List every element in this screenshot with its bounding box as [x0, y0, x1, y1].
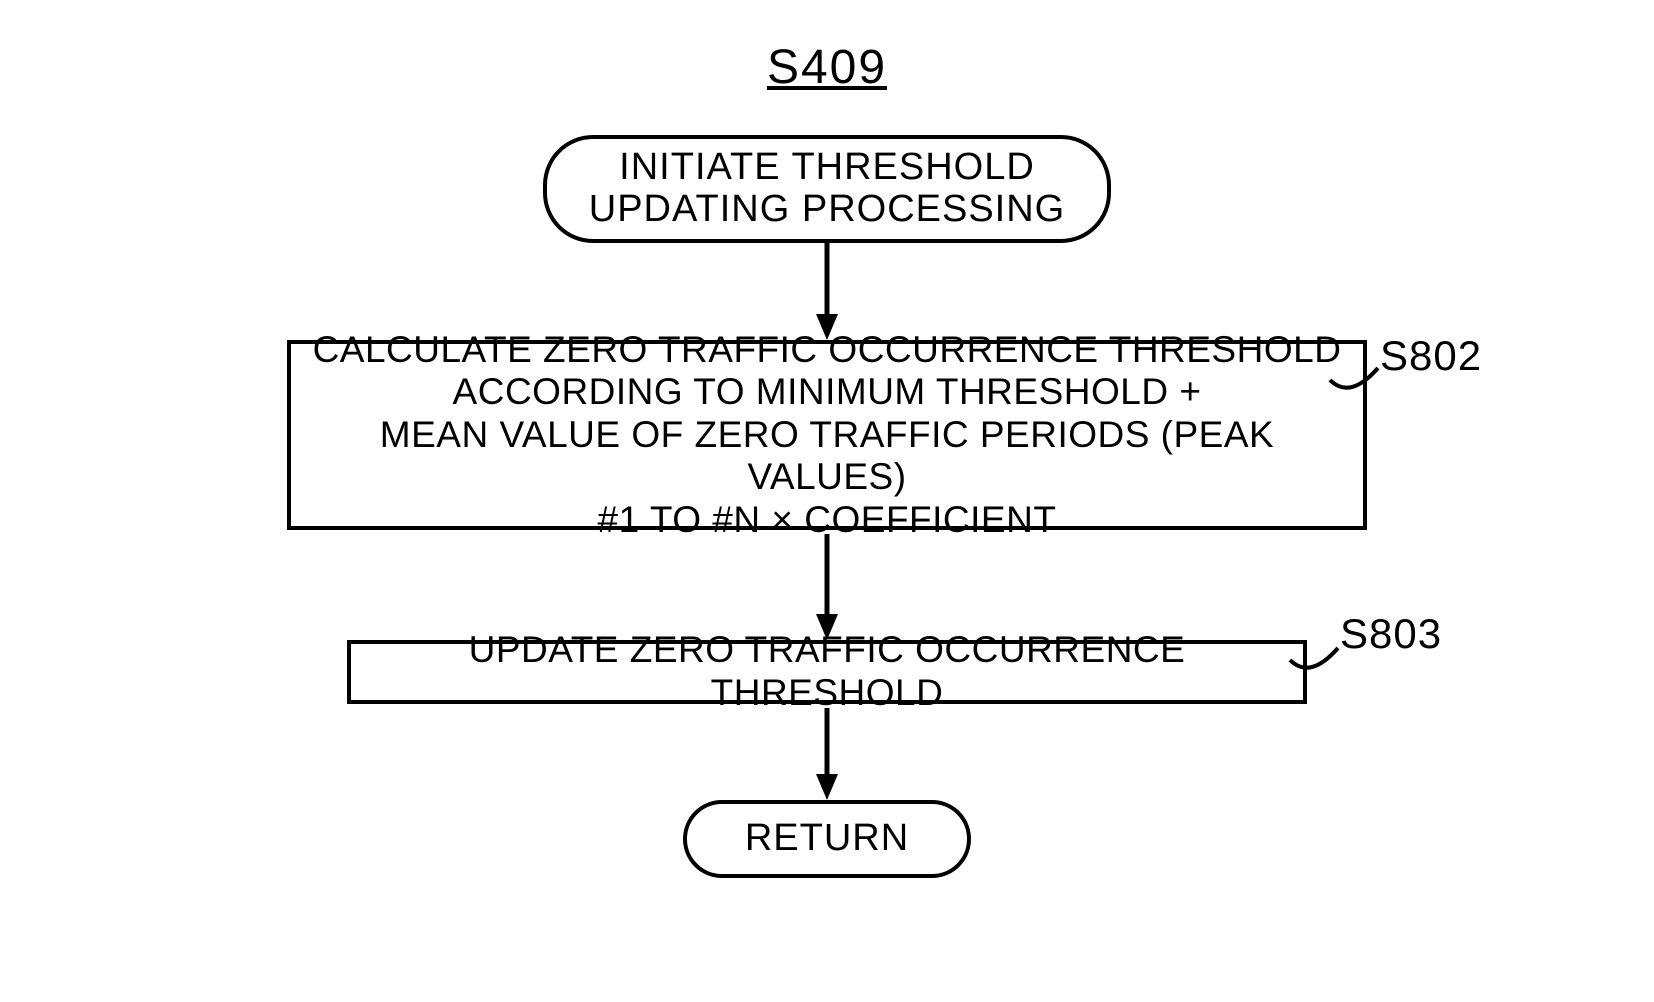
step-label-s803: S803 — [1340, 610, 1442, 658]
start-line2: UPDATING PROCESSING — [589, 189, 1065, 231]
start-terminator: INITIATE THRESHOLD UPDATING PROCESSING — [543, 135, 1111, 243]
arrow-s802-to-s803 — [827, 534, 828, 640]
flowchart-canvas: S409 INITIATE THRESHOLD UPDATING PROCESS… — [0, 0, 1654, 1002]
arrow-s803-to-end — [827, 708, 828, 800]
s803-text: UPDATE ZERO TRAFFIC OCCURRENCE THRESHOLD — [367, 629, 1287, 714]
end-terminator: RETURN — [683, 800, 971, 878]
s802-line1: CALCULATE ZERO TRAFFIC OCCURRENCE THRESH… — [313, 329, 1342, 372]
end-text: RETURN — [745, 818, 909, 860]
s802-line3: MEAN VALUE OF ZERO TRAFFIC PERIODS (PEAK… — [307, 414, 1347, 499]
start-line1: INITIATE THRESHOLD — [619, 147, 1035, 189]
process-s803: UPDATE ZERO TRAFFIC OCCURRENCE THRESHOLD — [347, 640, 1307, 704]
flowchart-title: S409 — [767, 40, 887, 95]
process-s802: CALCULATE ZERO TRAFFIC OCCURRENCE THRESH… — [287, 340, 1367, 530]
arrow-start-to-s802 — [827, 239, 828, 340]
s802-line2: ACCORDING TO MINIMUM THRESHOLD + — [453, 371, 1202, 414]
step-label-s802: S802 — [1380, 332, 1482, 380]
